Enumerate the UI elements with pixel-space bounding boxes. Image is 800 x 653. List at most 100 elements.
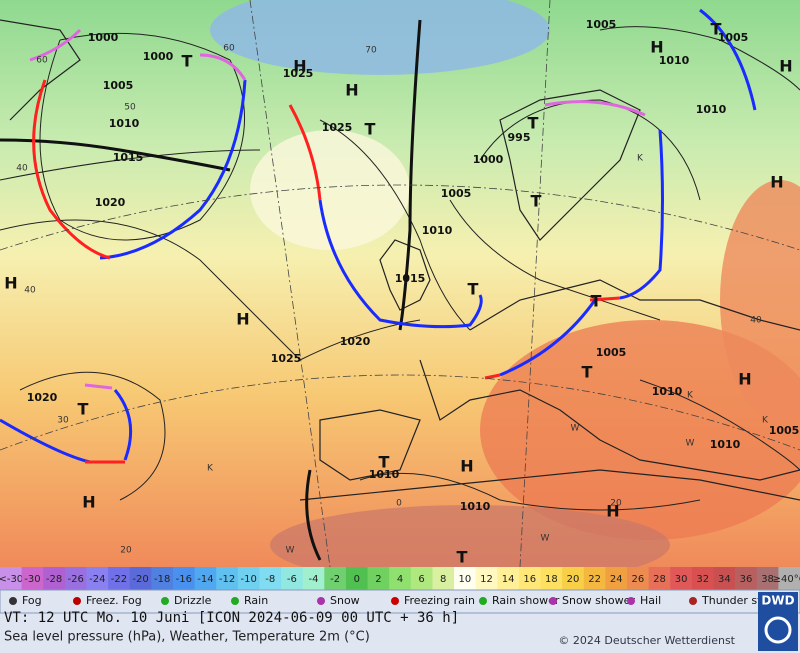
scale-label: -10	[240, 574, 256, 585]
legend-label: Drizzle	[174, 594, 212, 607]
scale-cell	[670, 567, 693, 590]
isobar-label: 1020	[340, 335, 371, 348]
scale-cell	[778, 567, 800, 590]
isobar-label: 1010	[422, 224, 453, 237]
isobar-label: 1010	[652, 385, 683, 398]
legend-symbol	[627, 597, 635, 605]
scale-label: -22	[111, 574, 127, 585]
scale-cell	[389, 567, 412, 590]
scale-label: -2	[330, 574, 340, 585]
legend-symbol	[549, 597, 557, 605]
isobar-label: 995	[508, 131, 531, 144]
legend-symbol	[161, 597, 169, 605]
coastlines	[0, 19, 800, 501]
scale-label: -12	[219, 574, 235, 585]
legend-label: Rain shower	[492, 594, 560, 607]
isobar-label: 1010	[460, 500, 491, 513]
scale-label: 0	[354, 574, 360, 585]
scale-cell	[43, 567, 66, 590]
scale-cell	[64, 567, 87, 590]
temperature-label: 40	[24, 286, 36, 296]
scale-label: -8	[265, 574, 275, 585]
trough	[0, 138, 231, 172]
scale-cell	[583, 567, 606, 590]
scale-label: -18	[154, 574, 170, 585]
pressure-center: H	[293, 57, 306, 76]
legend-symbol	[479, 597, 487, 605]
temperature-label: W	[571, 424, 580, 434]
isobar-label: 1025	[283, 67, 314, 80]
scale-label: 12	[480, 574, 493, 585]
isobar-label: 1020	[95, 196, 126, 209]
temperature-label: 20	[120, 546, 132, 556]
scale-cell	[324, 567, 347, 590]
scale-label: -4	[309, 574, 319, 585]
scale-label: 24	[610, 574, 623, 585]
scale-cell	[475, 567, 498, 590]
legend-symbol	[231, 597, 239, 605]
isobar-label: 1005	[769, 424, 800, 437]
pressure-center: H	[738, 370, 751, 389]
scale-cell	[302, 567, 325, 590]
isobar-label: 1010	[109, 117, 140, 130]
scale-cell	[281, 567, 304, 590]
scale-label: -14	[197, 574, 213, 585]
isobars	[0, 26, 800, 511]
temperature-label: 0	[396, 499, 402, 509]
legend-label: Snow	[330, 594, 360, 607]
scale-cell	[540, 567, 563, 590]
scale-label: 30	[675, 574, 688, 585]
legend-symbol	[689, 597, 697, 605]
temperature-label: 30	[57, 416, 69, 426]
isobar-label: 1020	[27, 391, 58, 404]
temperature-label: K	[762, 416, 769, 426]
pressure-center: T	[468, 280, 479, 299]
scale-label: 18	[545, 574, 558, 585]
isobar-label: 1010	[369, 468, 400, 481]
temperature-label: 20	[610, 499, 622, 509]
graticule	[0, 0, 800, 568]
scale-label: -6	[287, 574, 297, 585]
temperature-label: 40	[16, 164, 28, 174]
legend-label: Freez. Fog	[86, 594, 142, 607]
scale-cell	[21, 567, 44, 590]
scale-label: 38	[761, 574, 774, 585]
scale-label: 8	[440, 574, 446, 585]
copyright: © 2024 Deutscher Wetterdienst	[558, 634, 735, 647]
scale-cell	[605, 567, 628, 590]
scale-label: -20	[132, 574, 148, 585]
scale-label: 10	[458, 574, 471, 585]
pressure-center: T	[379, 453, 390, 472]
scale-label: 14	[502, 574, 515, 585]
pressure-center: T	[365, 120, 376, 139]
temperature-label: K	[207, 464, 214, 474]
scale-cell	[151, 567, 174, 590]
scale-cell	[518, 567, 542, 590]
legend-bar	[0, 589, 800, 614]
description: Sea level pressure (hPa), Weather, Tempe…	[4, 630, 370, 645]
isobar-label: 1025	[271, 352, 302, 365]
scale-cell	[345, 567, 369, 590]
legend-symbol	[73, 597, 81, 605]
scale-label: -30	[24, 574, 40, 585]
cold-area	[210, 0, 550, 75]
scale-cell	[216, 567, 239, 590]
legend-symbol	[9, 597, 17, 605]
isobar-label: 1005	[441, 187, 472, 200]
isobar-label: 1015	[395, 272, 426, 285]
scale-cell	[562, 567, 585, 590]
legend-label: Hail	[640, 594, 661, 607]
scale-label: 6	[418, 574, 424, 585]
isobar-label: 1005	[718, 31, 749, 44]
temperature-label: 60	[36, 56, 48, 66]
temperature-label: 50	[124, 103, 136, 113]
pressure-center: H	[606, 502, 619, 521]
warm-area	[720, 180, 800, 420]
fronts	[0, 8, 757, 464]
trough	[305, 469, 322, 561]
legend-symbol	[317, 597, 325, 605]
scale-label: 26	[631, 574, 644, 585]
mild-area	[250, 130, 410, 250]
scale-cell	[713, 567, 736, 590]
scale-label: 22	[588, 574, 601, 585]
